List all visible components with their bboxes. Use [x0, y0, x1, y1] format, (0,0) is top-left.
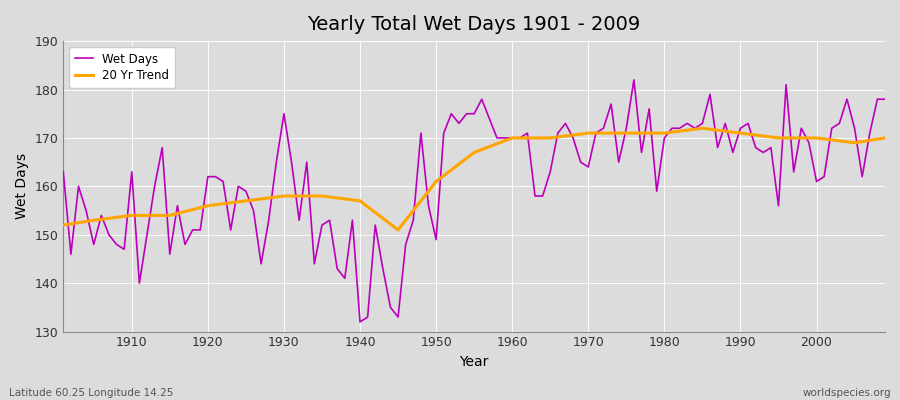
20 Yr Trend [879, 136, 890, 140]
Wet Days [515, 136, 526, 140]
Wet Days [879, 97, 890, 102]
Wet Days [606, 102, 616, 106]
20 Yr Trend [88, 218, 99, 223]
20 Yr Trend [278, 194, 289, 198]
Wet Days [507, 136, 517, 140]
Line: 20 Yr Trend: 20 Yr Trend [63, 128, 885, 230]
20 Yr Trend [735, 131, 746, 136]
20 Yr Trend [317, 194, 328, 198]
20 Yr Trend [392, 228, 403, 232]
20 Yr Trend [126, 213, 137, 218]
20 Yr Trend [697, 126, 707, 131]
Line: Wet Days: Wet Days [63, 80, 885, 322]
20 Yr Trend [355, 198, 365, 203]
Y-axis label: Wet Days: Wet Days [15, 153, 29, 220]
Wet Days [355, 320, 365, 324]
20 Yr Trend [850, 140, 860, 145]
20 Yr Trend [659, 131, 670, 136]
20 Yr Trend [773, 136, 784, 140]
20 Yr Trend [507, 136, 517, 140]
20 Yr Trend [202, 203, 213, 208]
Wet Days [332, 266, 343, 271]
20 Yr Trend [811, 136, 822, 140]
Legend: Wet Days, 20 Yr Trend: Wet Days, 20 Yr Trend [69, 47, 176, 88]
20 Yr Trend [469, 150, 480, 155]
20 Yr Trend [583, 131, 594, 136]
Wet Days [119, 247, 130, 252]
Wet Days [628, 78, 639, 82]
20 Yr Trend [431, 179, 442, 184]
Text: Latitude 60.25 Longitude 14.25: Latitude 60.25 Longitude 14.25 [9, 388, 174, 398]
Text: worldspecies.org: worldspecies.org [803, 388, 891, 398]
20 Yr Trend [58, 223, 68, 228]
Wet Days [286, 160, 297, 164]
20 Yr Trend [165, 213, 176, 218]
X-axis label: Year: Year [460, 355, 489, 369]
Wet Days [58, 170, 68, 174]
Title: Yearly Total Wet Days 1901 - 2009: Yearly Total Wet Days 1901 - 2009 [308, 15, 641, 34]
20 Yr Trend [529, 136, 540, 140]
20 Yr Trend [621, 131, 632, 136]
20 Yr Trend [240, 198, 251, 203]
20 Yr Trend [544, 136, 555, 140]
